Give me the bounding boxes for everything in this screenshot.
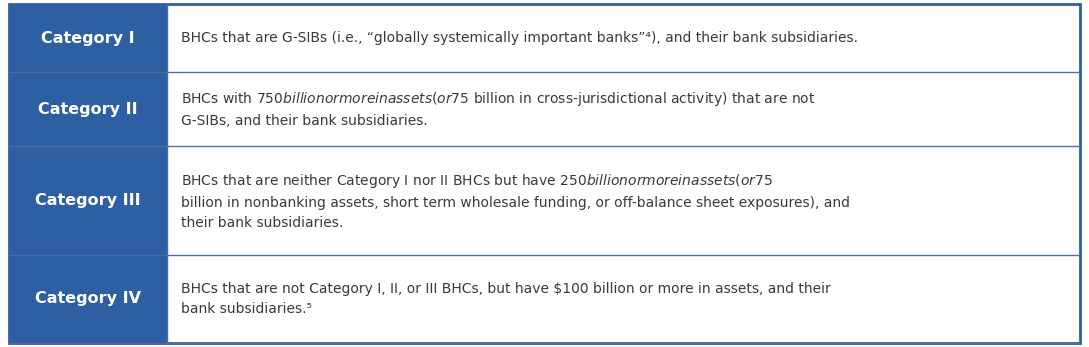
Text: Category IV: Category IV bbox=[35, 291, 140, 306]
Bar bbox=[168, 255, 1080, 343]
Bar bbox=[9, 146, 168, 255]
Text: BHCs that are not Category I, II, or III BHCs, but have $100 billion or more in : BHCs that are not Category I, II, or III… bbox=[182, 282, 831, 316]
Text: BHCs with $750 billion or more in assets (or $75 billion in cross-jurisdictional: BHCs with $750 billion or more in assets… bbox=[182, 90, 816, 128]
Bar bbox=[168, 146, 1080, 255]
Bar bbox=[168, 4, 1080, 72]
Text: Category III: Category III bbox=[35, 193, 140, 208]
Text: Category I: Category I bbox=[41, 31, 135, 45]
Bar bbox=[168, 72, 1080, 146]
Bar bbox=[9, 72, 168, 146]
Bar bbox=[9, 255, 168, 343]
Text: Category II: Category II bbox=[38, 102, 138, 117]
Bar bbox=[9, 4, 168, 72]
Text: BHCs that are neither Category I nor II BHCs but have $250 billion or more in as: BHCs that are neither Category I nor II … bbox=[182, 171, 851, 230]
Text: BHCs that are G-SIBs (i.e., “globally systemically important banks”⁴), and their: BHCs that are G-SIBs (i.e., “globally sy… bbox=[182, 31, 858, 45]
